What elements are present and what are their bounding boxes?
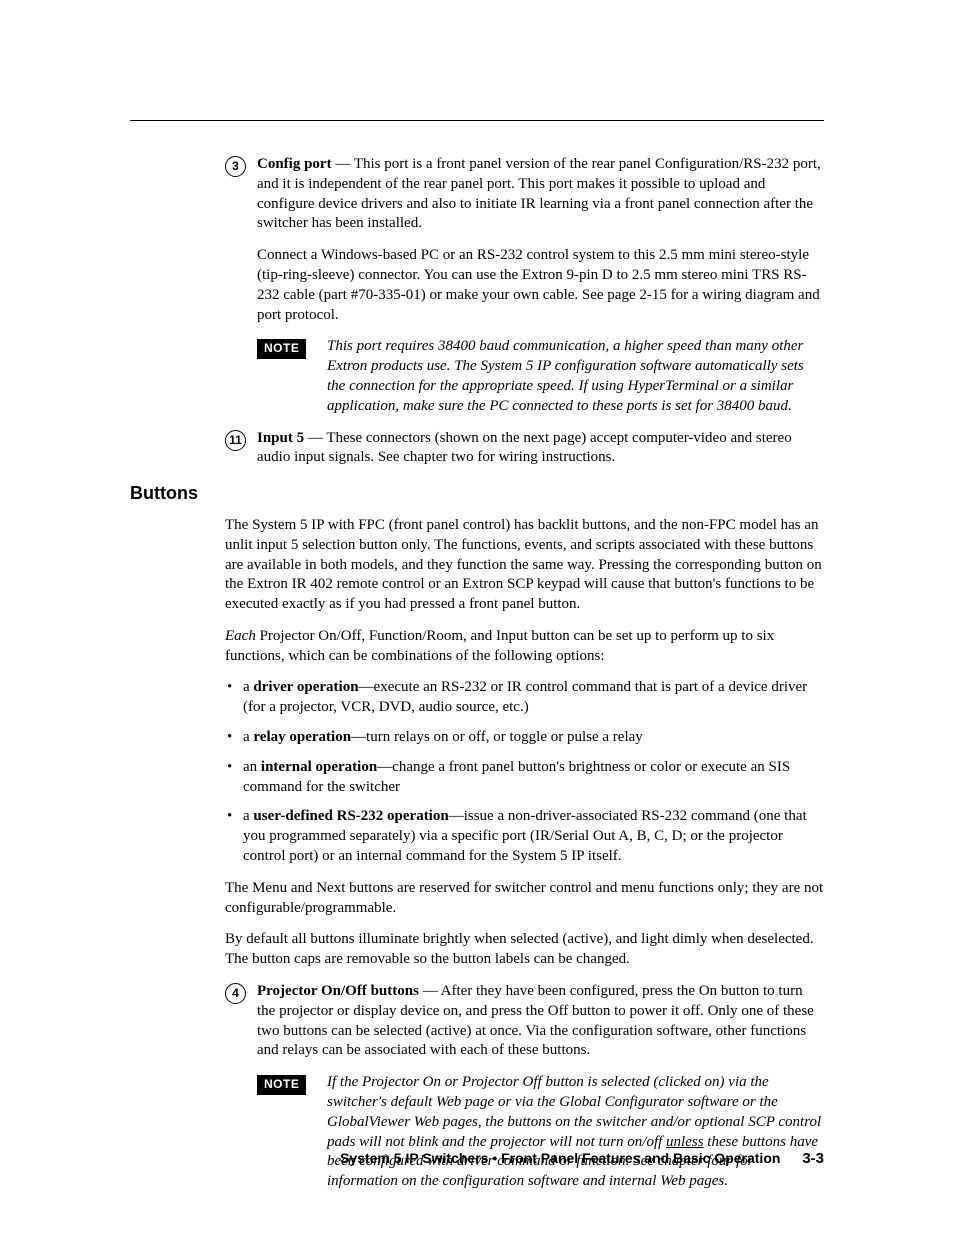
paragraph: Projector On/Off buttons — After they ha… — [257, 982, 824, 1061]
page-content: 3 Config port — This port is a front pan… — [225, 155, 824, 1204]
paragraph: By default all buttons illuminate bright… — [225, 930, 824, 970]
paragraph: Each Projector On/Off, Function/Room, an… — [225, 627, 824, 667]
paragraph: Input 5 — These connectors (shown on the… — [257, 429, 824, 469]
list-item: an internal operation—change a front pan… — [225, 758, 824, 798]
li-pre: a — [243, 729, 253, 745]
section-heading: Buttons — [130, 482, 824, 506]
li-pre: an — [243, 759, 261, 775]
header-rule — [130, 120, 824, 121]
li-bold: internal operation — [261, 759, 377, 775]
item-lead: Input 5 — [257, 430, 304, 446]
item-lead: Config port — [257, 156, 332, 172]
paragraph-rest: Projector On/Off, Function/Room, and Inp… — [225, 628, 774, 664]
paragraph: The System 5 IP with FPC (front panel co… — [225, 516, 824, 615]
note-block: NOTE This port requires 38400 baud commu… — [257, 337, 824, 416]
numbered-item: 11 Input 5 — These connectors (shown on … — [225, 429, 824, 469]
li-bold: relay operation — [253, 729, 351, 745]
item-number-circle: 11 — [225, 430, 246, 451]
note-badge: NOTE — [257, 1075, 306, 1095]
footer-title: System 5 IP Switchers • Front Panel Feat… — [340, 1150, 780, 1166]
item-number-circle: 4 — [225, 983, 246, 1004]
note-block: NOTE If the Projector On or Projector Of… — [257, 1073, 824, 1192]
italic-lead: Each — [225, 628, 256, 644]
section-body: The System 5 IP with FPC (front panel co… — [225, 516, 824, 1192]
li-bold: driver operation — [253, 679, 358, 695]
page-footer: System 5 IP Switchers • Front Panel Feat… — [340, 1150, 824, 1167]
footer-page-number: 3-3 — [802, 1150, 824, 1167]
note-text: This port requires 38400 baud communicat… — [327, 338, 804, 413]
item-number-circle: 3 — [225, 156, 246, 177]
bullet-list: a driver operation—execute an RS-232 or … — [225, 678, 824, 866]
note-badge: NOTE — [257, 339, 306, 359]
paragraph: Config port — This port is a front panel… — [257, 155, 824, 234]
item-lead: Projector On/Off buttons — [257, 983, 419, 999]
paragraph: The Menu and Next buttons are reserved f… — [225, 879, 824, 919]
item-body: — This port is a front panel version of … — [257, 156, 821, 231]
list-item: a relay operation—turn relays on or off,… — [225, 728, 824, 748]
li-post: —turn relays on or off, or toggle or pul… — [351, 729, 643, 745]
item-body: — These connectors (shown on the next pa… — [257, 430, 792, 466]
section-heading-wrap: Buttons — [130, 482, 824, 506]
li-pre: a — [243, 679, 253, 695]
li-pre: a — [243, 808, 253, 824]
list-item: a driver operation—execute an RS-232 or … — [225, 678, 824, 718]
li-bold: user-defined RS-232 operation — [253, 808, 448, 824]
document-page: 3 Config port — This port is a front pan… — [0, 0, 954, 1235]
list-item: a user-defined RS-232 operation—issue a … — [225, 807, 824, 866]
note-underline: unless — [666, 1134, 704, 1150]
numbered-item: 3 Config port — This port is a front pan… — [225, 155, 824, 417]
paragraph: Connect a Windows-based PC or an RS-232 … — [257, 246, 824, 325]
